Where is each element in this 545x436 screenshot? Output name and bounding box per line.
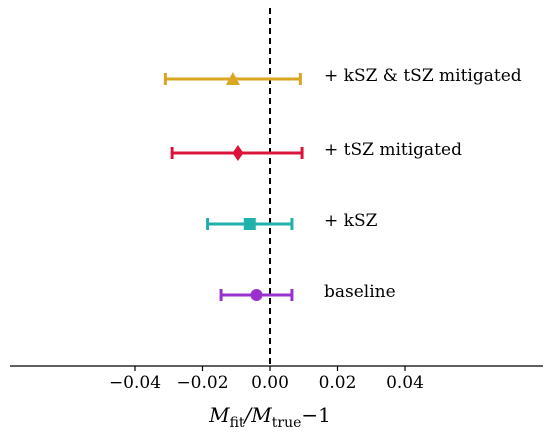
x-axis-label: Mfit/Mtrue−1 <box>208 403 331 431</box>
row-label: + kSZ <box>324 211 378 231</box>
x-axis-label-suffix: −1 <box>301 403 330 427</box>
x-ticks: −0.04 −0.02 0.00 0.02 0.04 <box>109 366 424 393</box>
estimate-row: + kSZ <box>206 211 378 231</box>
point-marker-circle <box>250 289 263 301</box>
x-axis-label-sub-num: fit <box>230 415 245 431</box>
row-label: + kSZ & tSZ mitigated <box>324 66 522 86</box>
estimate-row: + tSZ mitigated <box>170 140 462 161</box>
point-marker-diamond <box>232 145 244 161</box>
x-tick-label: −0.04 <box>109 373 161 393</box>
estimate-row: + kSZ & tSZ mitigated <box>163 66 522 86</box>
x-axis-label-base-2: M <box>250 403 272 427</box>
x-axis-label-base: M <box>208 403 230 427</box>
row-label: + tSZ mitigated <box>324 140 462 160</box>
row-label: baseline <box>324 282 396 302</box>
point-marker-square <box>243 218 256 230</box>
estimate-row: baseline <box>219 282 396 302</box>
point-marker-triangle <box>225 72 240 85</box>
x-tick-label: −0.02 <box>176 373 228 393</box>
x-tick-label: 0.04 <box>386 373 424 393</box>
x-axis-label-sub-den: true <box>272 415 302 431</box>
x-tick-label: 0.00 <box>251 373 289 393</box>
x-tick-label: 0.02 <box>319 373 357 393</box>
estimate-rows: + kSZ & tSZ mitigated + tSZ mitigated + kS… <box>163 66 522 302</box>
